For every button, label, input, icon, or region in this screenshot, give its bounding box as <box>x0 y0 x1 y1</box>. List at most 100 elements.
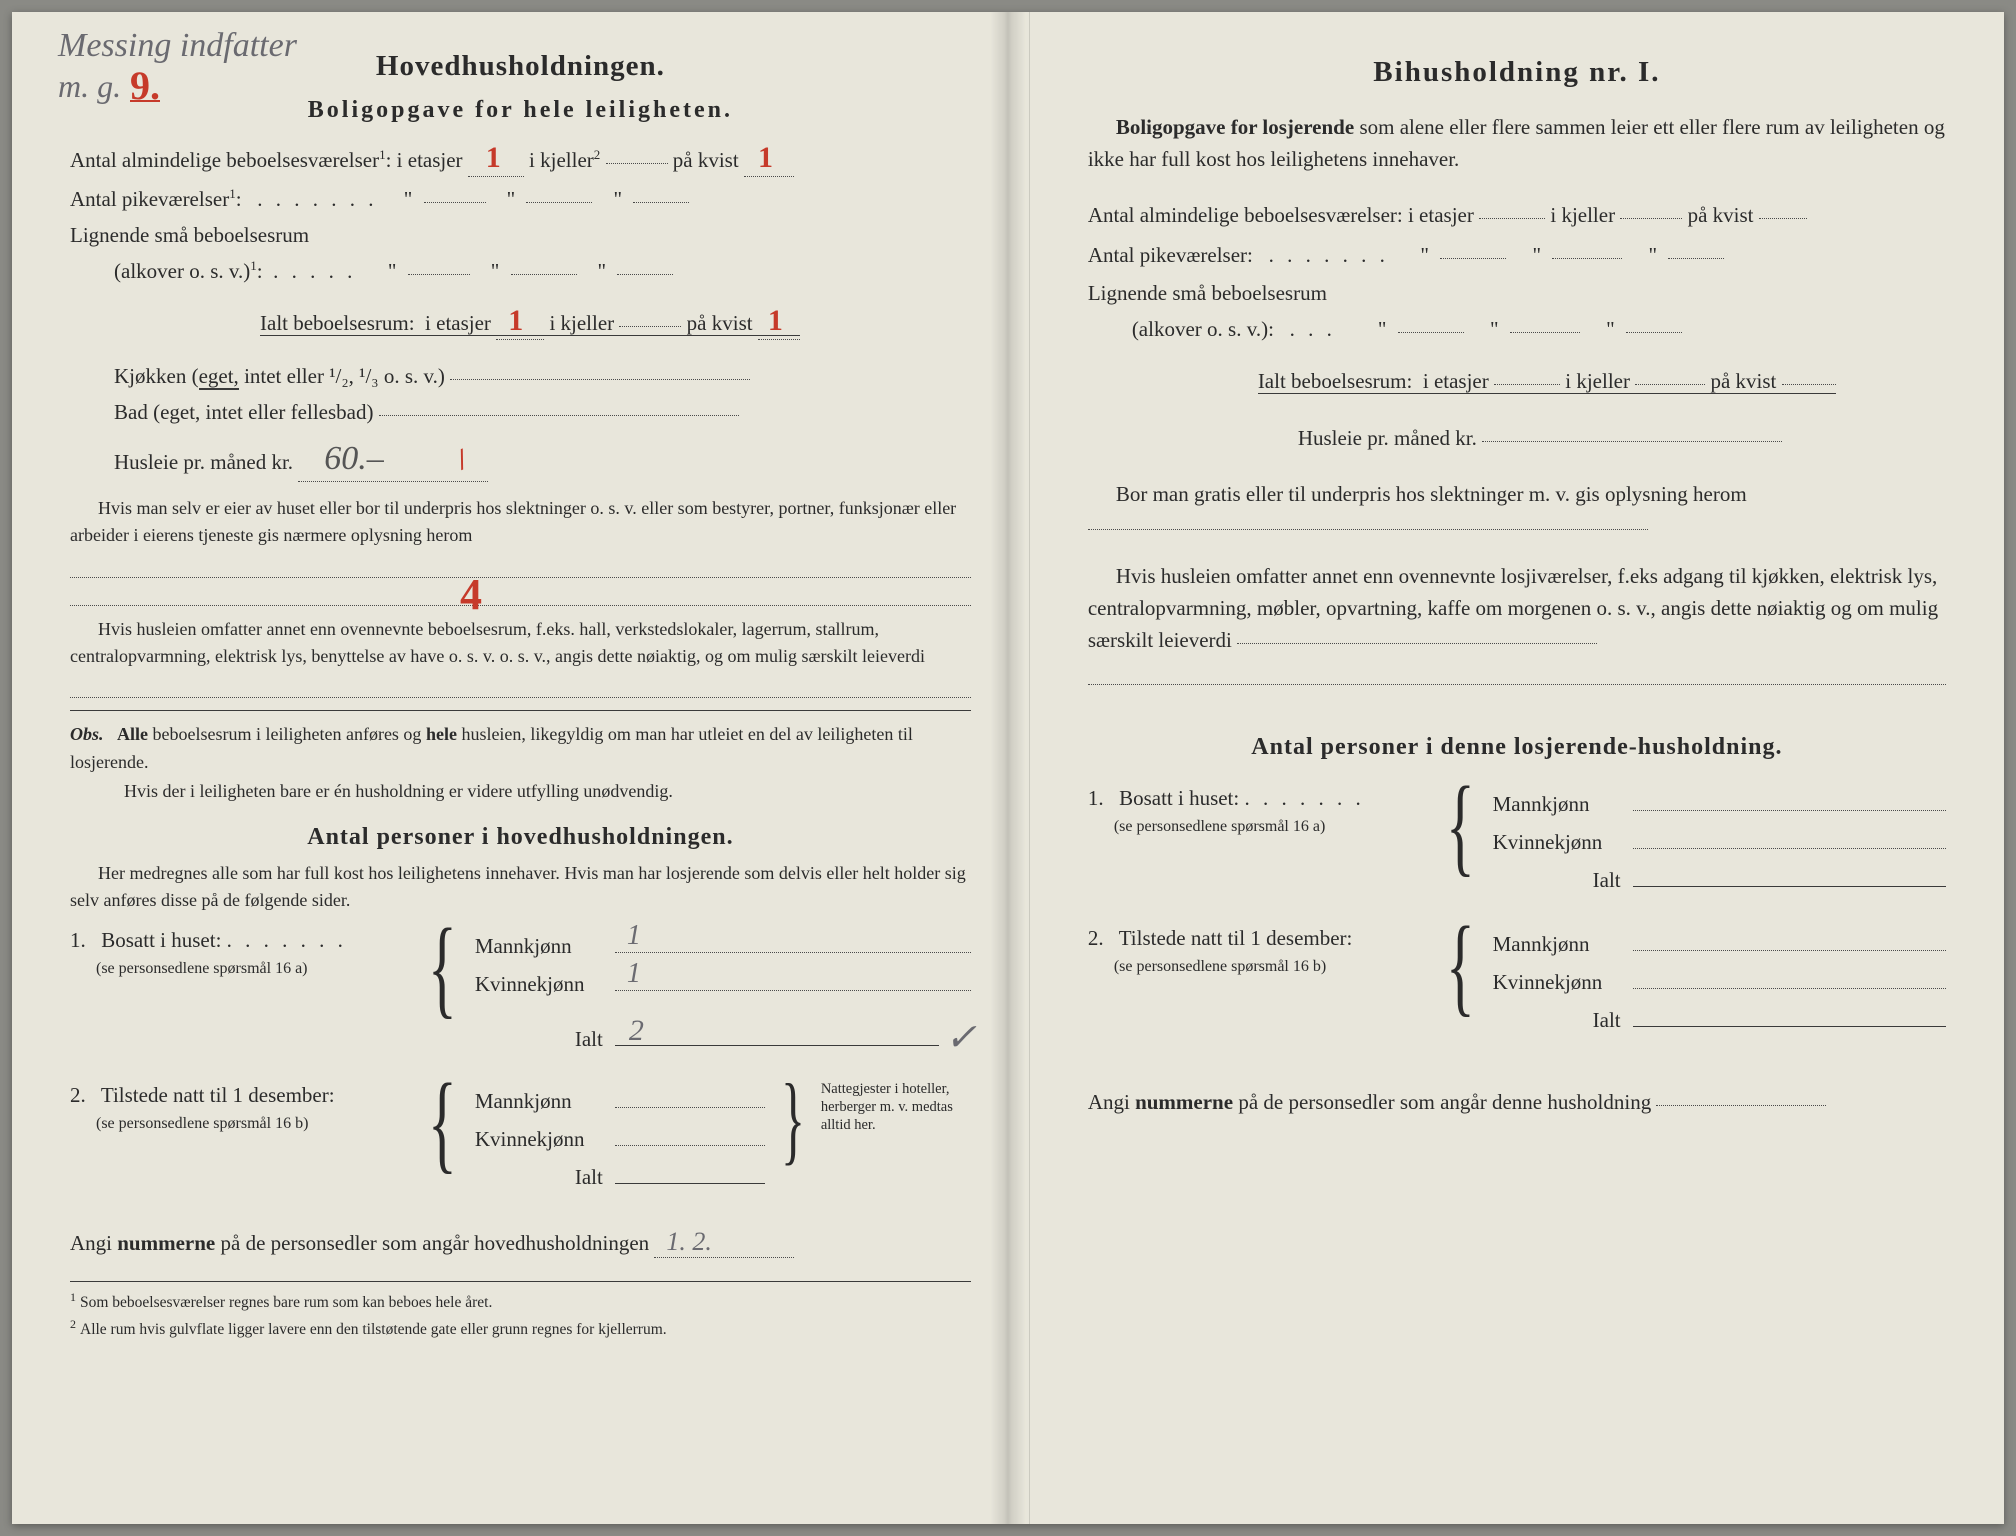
left-title: Hovedhusholdningen. <box>70 44 971 88</box>
q1-ialt-label: Ialt <box>475 1024 615 1056</box>
label-ialt-kj: i kjeller <box>549 311 614 335</box>
row-ialt: Ialt beboelsesrum: i etasjer 1 i kjeller… <box>70 298 971 344</box>
r-para2: Hvis husleien omfatter annet enn ovennev… <box>1088 561 1946 657</box>
r-dots2: . . . <box>1290 317 1336 341</box>
r-q1-num: 1. <box>1088 783 1114 815</box>
label-ialt-text: Ialt beboelsesrum: <box>260 311 415 335</box>
r-q2-num: 2. <box>1088 923 1114 955</box>
field-eier-line2[interactable]: 4 <box>70 584 971 606</box>
angi-row: Angi nummerne på de personsedler som ang… <box>70 1222 971 1262</box>
left-subtitle: Boligopgave for hele leiligheten. <box>70 92 971 128</box>
q2-kk-field[interactable] <box>615 1126 765 1146</box>
r-q1-mk-f[interactable] <box>1633 791 1946 811</box>
r-dots1: . . . . . . . <box>1269 243 1389 267</box>
r-row3b: (alkover o. s. v.): . . . " " " <box>1088 314 1946 346</box>
label-kjokken-eget: eget, <box>199 364 239 390</box>
r-alkover: (alkover o. s. v.): <box>1132 317 1274 341</box>
q1-kk-field[interactable]: 1 <box>615 971 971 991</box>
r-q1-label: Bosatt i huset: <box>1119 786 1239 810</box>
label-antal-bebo: Antal almindelige beboelsesværelser <box>70 148 379 172</box>
field-husleie[interactable]: 60.– <box>298 433 488 485</box>
section-intro: Her medregnes alle som har full kost hos… <box>70 860 971 915</box>
r-para1: Bor man gratis eller til underpris hos s… <box>1088 479 1946 543</box>
r-label-pike: Antal pikeværelser: <box>1088 243 1253 267</box>
r-q1-block: 1. Bosatt i huset: . . . . . . . (se per… <box>1088 783 1946 903</box>
r-angi-a: Angi <box>1088 1090 1135 1114</box>
r-q2-mk-f[interactable] <box>1633 931 1946 951</box>
q1-dots: . . . . . . . <box>227 928 347 952</box>
row-bad: Bad (eget, intet eller fellesbad) <box>70 397 971 429</box>
q1-sub: (se personsedlene spørsmål 16 a) <box>70 957 410 981</box>
q2-ialt-label: Ialt <box>475 1162 615 1194</box>
label-pa-kvist: på kvist <box>673 148 739 172</box>
r-brace-q2: { <box>1442 923 1478 1009</box>
q1-label: Bosatt i huset: <box>101 928 221 952</box>
r-q1-ialt: Ialt <box>1493 865 1633 897</box>
para-eier: Hvis man selv er eier av huset eller bor… <box>70 495 971 550</box>
field-omf-line1[interactable] <box>70 676 971 698</box>
r-section-title: Antal personer i denne losjerende-hushol… <box>1088 729 1946 765</box>
footnote-2: 2Alle rum hvis gulvflate ligger lavere e… <box>70 1315 971 1341</box>
label-bad: Bad (eget, intet eller fellesbad) <box>114 400 373 424</box>
r-q2-ialt-f[interactable] <box>1633 1007 1946 1027</box>
q2-mk-field[interactable] <box>615 1088 765 1108</box>
r-husleie-label: Husleie pr. måned kr. <box>1298 426 1477 450</box>
r-ialt-kv-l: på kvist <box>1710 369 1776 393</box>
ditto-6: " <box>598 259 613 283</box>
label-kjokken-b: intet eller ¹/₂, ¹/₃ o. s. v.) <box>239 364 445 388</box>
field-etasjer-1[interactable]: 1 <box>468 135 524 181</box>
r-ialt-row: Ialt beboelsesrum: i etasjer i kjeller p… <box>1088 366 1946 398</box>
q1-kk-label: Kvinnekjønn <box>475 969 615 1001</box>
r-q2-kk-f[interactable] <box>1633 969 1946 989</box>
field-ialt-et[interactable]: 1 <box>496 298 544 344</box>
r-q1-mk: Mannkjønn <box>1493 789 1633 821</box>
field-eier-line1[interactable] <box>70 556 971 578</box>
r-q1-kk-f[interactable] <box>1633 829 1946 849</box>
fn-ref-1c: 1 <box>250 258 257 273</box>
r-q1-dots: . . . . . . . <box>1244 786 1364 810</box>
val-ialt-et: 1 <box>506 304 525 337</box>
r-ialt-wrap: Ialt beboelsesrum: i etasjer i kjeller p… <box>1258 369 1836 394</box>
dots-2: . . . . . <box>273 259 356 283</box>
r-field-para2b[interactable] <box>1088 663 1946 685</box>
val-etasjer-1: 1 <box>484 141 503 174</box>
r-q2-label: Tilstede natt til 1 desember: <box>1119 926 1353 950</box>
row-bebo-etasjer: Antal almindelige beboelsesværelser1: i … <box>70 135 971 181</box>
para-husleie-omf: Hvis husleien omfatter annet enn ovennev… <box>70 616 971 671</box>
field-kvist-1[interactable]: 1 <box>744 135 794 181</box>
label-pikevaer: Antal pikeværelser <box>70 187 229 211</box>
q1-mk-field[interactable]: 1 <box>615 933 971 953</box>
q1-ialt-val: 2 <box>629 1008 644 1054</box>
q1-mk-val: 1 <box>627 915 641 958</box>
r-q2-kk: Kvinnekjønn <box>1493 967 1633 999</box>
q2-ialt-field[interactable] <box>615 1164 765 1184</box>
row-lignende-b: (alkover o. s. v.)1: . . . . . " " " <box>70 256 971 288</box>
q1-ialt-field[interactable]: 2 <box>615 1026 939 1046</box>
fn-ref-1b: 1 <box>229 186 236 201</box>
r-husleie-row: Husleie pr. måned kr. <box>1088 423 1946 455</box>
val-ialt-kv: 1 <box>766 304 785 337</box>
q2-block: 2. Tilstede natt til 1 desember: (se per… <box>70 1080 971 1200</box>
r-ditto2: " <box>1532 243 1547 267</box>
q2-kk-label: Kvinnekjønn <box>475 1124 615 1156</box>
r-q1-ialt-f[interactable] <box>1633 867 1946 887</box>
val-kvist-1: 1 <box>756 141 775 174</box>
label-husleie: Husleie pr. måned kr. <box>114 450 293 474</box>
label-ialt-bebo: Ialt beboelsesrum: i etasjer 1 i kjeller… <box>260 311 800 336</box>
r-q2-block: 2. Tilstede natt til 1 desember: (se per… <box>1088 923 1946 1043</box>
field-angi[interactable]: 1. 2. <box>654 1222 794 1262</box>
right-title: Bihusholdning nr. I. <box>1088 50 1946 94</box>
r-label-ikj: i kjeller <box>1550 203 1615 227</box>
check-mark: ✓ <box>945 1010 977 1068</box>
brace-q2-r: } <box>779 1080 807 1158</box>
row-husleie: Husleie pr. måned kr. 60.– / <box>70 433 971 485</box>
r-angi-b: nummerne <box>1135 1090 1233 1114</box>
r-q1-kk: Kvinnekjønn <box>1493 827 1633 859</box>
row-kjokken: Kjøkken (eget, intet eller ¹/₂, ¹/₃ o. s… <box>70 361 971 393</box>
section-title-antal: Antal personer i hovedhusholdningen. <box>70 819 971 855</box>
val-angi: 1. 2. <box>664 1227 714 1256</box>
r-angi-c: på de personsedler som angår denne husho… <box>1233 1090 1651 1114</box>
q2-sub: (se personsedlene spørsmål 16 b) <box>70 1112 410 1136</box>
field-ialt-kv[interactable]: 1 <box>758 298 800 344</box>
r-ialt-et-l: i etasjer <box>1423 369 1489 393</box>
